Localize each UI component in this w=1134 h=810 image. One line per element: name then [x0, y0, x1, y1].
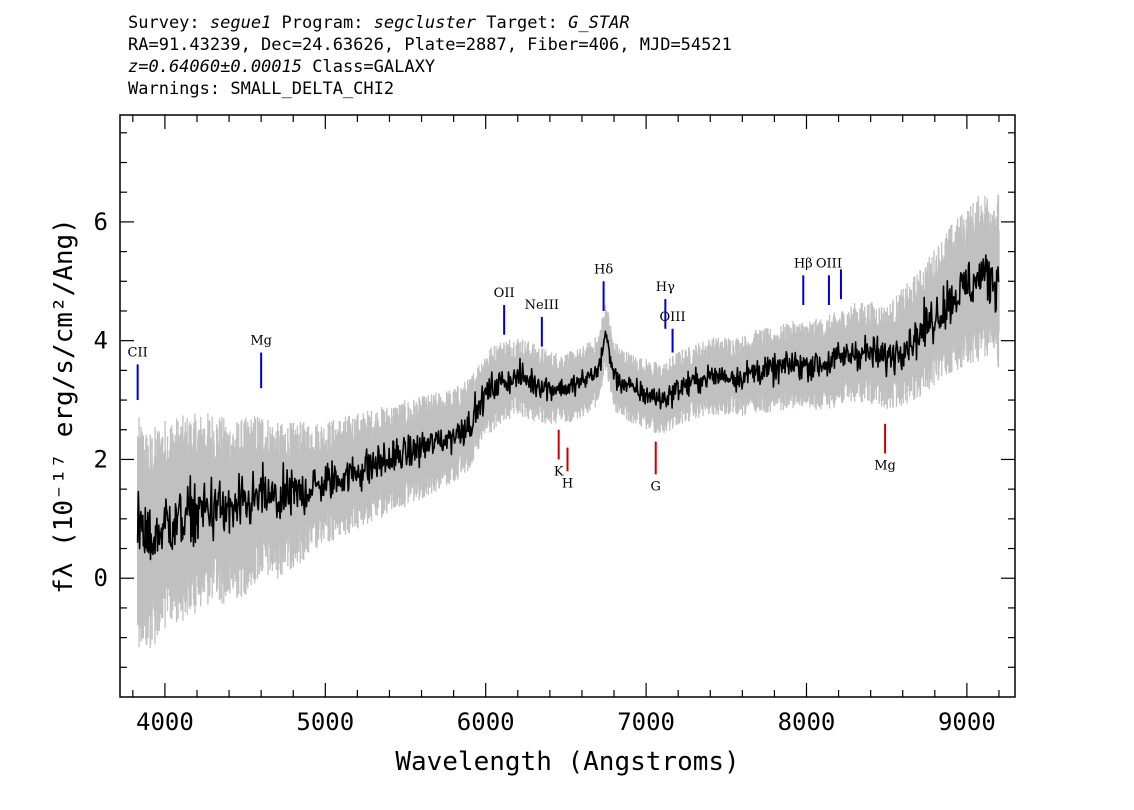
- header-line-survey: Survey: segue1 Program: segcluster Targe…: [128, 12, 732, 34]
- plot-frame: [119, 114, 1016, 698]
- x-tick-label: 7000: [617, 708, 675, 736]
- line-marker-label: OIII: [660, 310, 686, 325]
- axis-ticks: 4000 5000 6000 7000 8000 9000 0 2 4 6: [94, 115, 1015, 736]
- line-marker-label: Mg: [250, 334, 272, 349]
- program-label: Program:: [271, 13, 374, 33]
- line-marker-label: G: [651, 479, 661, 494]
- error-envelope: [136, 194, 1000, 648]
- x-tick-label: 9000: [938, 708, 996, 736]
- survey-value: segue1: [209, 13, 272, 33]
- header-line-redshift: z=0.64060±0.00015 Class=GALAXY: [128, 56, 732, 78]
- target-value: G_STAR: [568, 13, 630, 33]
- x-tick-label: 4000: [136, 708, 194, 736]
- program-value: segcluster: [373, 13, 477, 33]
- y-tick-label: 0: [94, 564, 108, 592]
- class-value: Class=GALAXY: [302, 57, 436, 77]
- error-band: [136, 194, 1000, 648]
- x-axis-title: Wavelength (Angstroms): [395, 747, 739, 777]
- header-line-warnings: Warnings: SMALL_DELTA_CHI2: [128, 79, 395, 99]
- header-line-coordinates: RA=91.43239, Dec=24.63626, Plate=2887, F…: [128, 35, 732, 55]
- survey-label: Survey:: [128, 13, 210, 33]
- spectrum-header: Survey: segue1 Program: segcluster Targe…: [128, 12, 732, 100]
- line-marker-label: Hγ: [656, 280, 675, 295]
- line-marker-label: H: [562, 476, 573, 491]
- flux-line: [136, 254, 1000, 561]
- y-tick-label: 6: [94, 208, 108, 236]
- y-tick-label: 2: [94, 445, 108, 473]
- line-marker-label: Hδ: [594, 262, 613, 277]
- x-tick-label: 5000: [296, 708, 354, 736]
- target-label: Target:: [476, 13, 569, 33]
- flux-series: [136, 254, 1000, 561]
- x-tick-label: 8000: [778, 708, 836, 736]
- line-marker-label: OIII: [816, 256, 842, 271]
- y-axis-title: fλ (10⁻¹⁷ erg/s/cm²/Ang): [49, 218, 79, 594]
- line-marker-label: CII: [128, 345, 148, 360]
- y-tick-label: 4: [94, 327, 108, 355]
- line-marker-label: OII: [494, 286, 515, 301]
- line-marker-label: K: [554, 464, 564, 479]
- line-marker-label: NeIII: [525, 298, 559, 313]
- redshift-value: z=0.64060±0.00015: [128, 57, 302, 77]
- line-marker-label: Mg: [874, 459, 896, 474]
- line-marker-label: Hβ: [794, 256, 813, 271]
- x-tick-label: 6000: [457, 708, 515, 736]
